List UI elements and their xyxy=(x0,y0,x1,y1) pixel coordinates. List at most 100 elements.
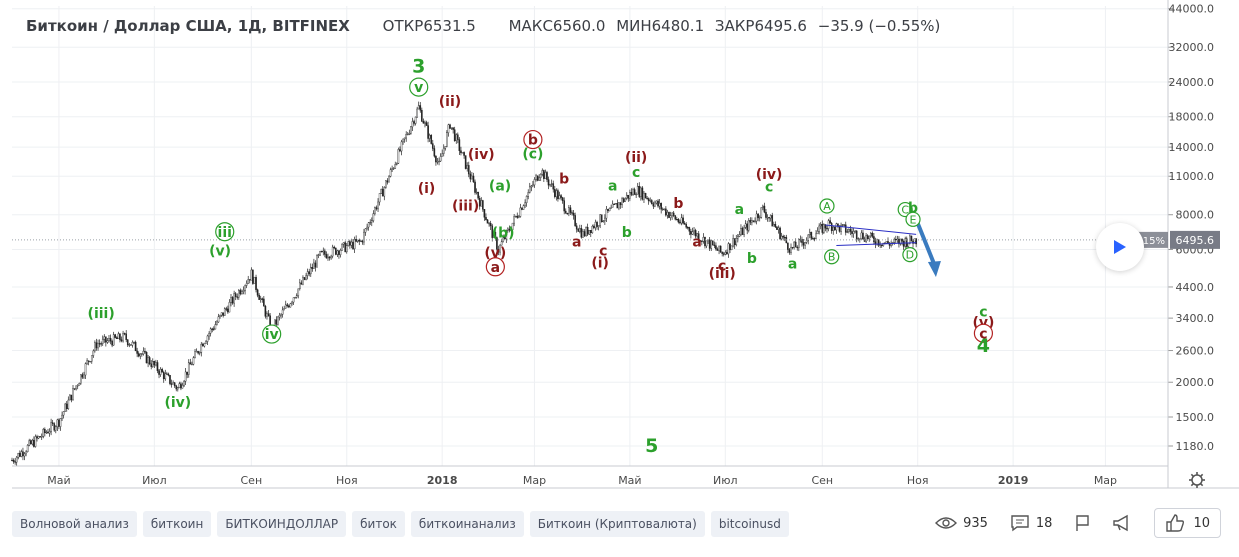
wave-circle xyxy=(523,129,543,150)
tag-item[interactable]: биткоин xyxy=(142,511,212,537)
candle-body xyxy=(901,238,903,242)
candle-body xyxy=(336,250,339,255)
candle-body xyxy=(514,215,517,218)
candle-body xyxy=(29,440,32,445)
settings-gear-icon[interactable] xyxy=(1189,472,1205,488)
candle-body xyxy=(722,253,725,255)
candle-body xyxy=(238,290,240,298)
candle-body xyxy=(408,133,411,135)
x-tick-label: Май xyxy=(47,474,70,487)
candle-body xyxy=(544,172,547,179)
candle-body xyxy=(766,217,769,219)
candle-body xyxy=(69,394,71,401)
candle-body xyxy=(78,383,81,386)
x-tick-label: Мар xyxy=(1094,474,1117,487)
candle-body xyxy=(774,224,777,228)
candle-body xyxy=(267,313,270,316)
tag-item[interactable]: bitcoinusd xyxy=(710,511,789,537)
candle-body xyxy=(111,340,113,346)
flag-button[interactable] xyxy=(1074,514,1090,532)
candle-body xyxy=(325,254,328,259)
candle-body xyxy=(422,121,425,124)
candle-body xyxy=(776,226,778,230)
stats-bar: 935 18 10 xyxy=(935,508,1221,538)
candle-body xyxy=(187,362,190,375)
candle-body xyxy=(333,246,336,249)
candle-body xyxy=(361,240,364,243)
tag-item[interactable]: Биткоин (Криптовалюта) xyxy=(529,511,705,537)
comments-button[interactable]: 18 xyxy=(1010,514,1052,532)
candle-body xyxy=(372,213,375,221)
candle-body xyxy=(81,374,84,378)
candle-body xyxy=(622,198,625,202)
play-button[interactable] xyxy=(1096,223,1144,271)
candle-body xyxy=(405,134,407,139)
candle-body xyxy=(256,289,259,296)
candle-body xyxy=(536,175,539,181)
candle-body xyxy=(37,436,40,439)
candle-body xyxy=(266,313,268,317)
candle-body xyxy=(281,309,284,315)
tag-item[interactable]: биткоинанализ xyxy=(410,511,524,537)
candle-body xyxy=(11,459,13,462)
candle-body xyxy=(735,238,738,246)
candle-body xyxy=(586,227,589,235)
candle-body xyxy=(483,209,486,218)
candle-body xyxy=(732,238,734,247)
candle-body xyxy=(683,223,686,225)
candle-body xyxy=(521,207,523,210)
candle-body xyxy=(353,239,356,250)
candle-body xyxy=(898,238,900,245)
candle-body xyxy=(563,200,565,212)
high-value: МАКС6560.0 xyxy=(508,17,606,35)
x-tick-label: 2018 xyxy=(427,474,458,487)
candle-body xyxy=(808,231,811,236)
candle-body xyxy=(380,189,382,194)
candle-body xyxy=(288,305,290,308)
wave-label: b xyxy=(559,171,569,187)
tag-item[interactable]: БИТКОИНДОЛЛАР xyxy=(217,511,347,537)
tag-item[interactable]: Волновой анализ xyxy=(12,511,137,537)
candle-body xyxy=(449,124,451,129)
candle-body xyxy=(39,436,41,438)
candle-body xyxy=(727,243,730,255)
candle-body xyxy=(516,215,519,218)
candle-body xyxy=(247,279,250,284)
like-button[interactable]: 10 xyxy=(1154,508,1221,538)
chart-area[interactable]: 1180.0 1500.0 2000.0 2600.0 3400.0 4400.0 6000… xyxy=(0,0,1239,505)
candle-body xyxy=(788,249,791,253)
wave-label: D xyxy=(906,249,914,262)
candle-body xyxy=(219,314,221,317)
candle-body xyxy=(791,246,794,249)
candle-body xyxy=(807,234,810,241)
candle-body xyxy=(771,215,774,227)
wave-label: (iv) xyxy=(164,395,191,411)
price-chart[interactable]: 1180.01500.02000.02600.03400.04400.06000… xyxy=(0,0,1239,505)
candle-body xyxy=(144,351,146,353)
candle-body xyxy=(619,202,622,206)
wave-label: c xyxy=(765,180,773,196)
candle-body xyxy=(873,236,875,242)
candle-body xyxy=(624,198,626,202)
candle-body xyxy=(411,121,414,128)
wave-circle xyxy=(973,323,994,343)
candle-body xyxy=(347,241,350,246)
candle-body xyxy=(313,262,315,269)
candle-body xyxy=(913,238,916,244)
candle-body xyxy=(177,387,179,390)
candle-body xyxy=(522,205,525,210)
candle-body xyxy=(596,221,598,227)
candle-body xyxy=(103,336,106,340)
candle-body xyxy=(480,200,483,207)
candle-body xyxy=(743,227,745,235)
candle-body xyxy=(386,180,389,183)
candle-body xyxy=(128,344,131,346)
candle-body xyxy=(211,328,214,330)
candle-body xyxy=(241,291,243,294)
tag-item[interactable]: биток xyxy=(352,511,405,537)
share-button[interactable] xyxy=(1112,514,1132,532)
candle-body xyxy=(525,196,528,203)
wave-label: A xyxy=(823,200,831,213)
candle-body xyxy=(175,385,178,390)
candle-body xyxy=(316,255,318,268)
